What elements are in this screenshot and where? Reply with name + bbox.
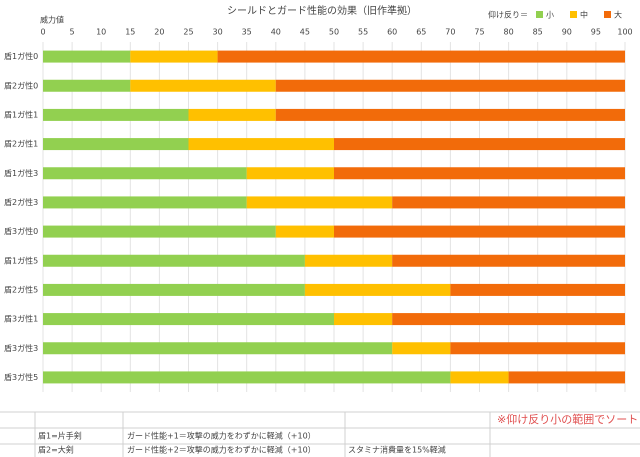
y-tick-label: 盾3ガ性3	[4, 343, 38, 353]
x-tick-label: 20	[154, 28, 164, 37]
bar-segment	[304, 254, 393, 267]
bar-segment	[43, 167, 247, 180]
bar-segment	[392, 313, 625, 326]
bar-segment	[304, 283, 451, 296]
x-tick-label: 85	[533, 28, 543, 37]
x-tick-label: 25	[183, 28, 193, 37]
bar-segment	[246, 196, 393, 209]
sheet-cell: スタミナ消費量を15%軽減	[348, 445, 446, 455]
x-tick-label: 35	[242, 28, 252, 37]
legend-label: 中	[580, 10, 588, 20]
x-tick-label: 50	[329, 28, 339, 37]
bar-segment	[334, 225, 625, 238]
sheet-cell: ガード性能+2＝攻撃の威力をわずかに軽減（+10）	[127, 445, 316, 455]
y-tick-label: 盾3ガ性5	[4, 372, 38, 382]
bar-segment	[43, 254, 305, 267]
legend-swatch	[536, 11, 543, 18]
legend-swatch	[604, 11, 611, 18]
bar-segment	[275, 108, 625, 121]
bar-segment	[43, 79, 131, 92]
y-tick-label: 盾2ガ性0	[4, 80, 38, 90]
x-tick-label: 55	[358, 28, 368, 37]
bar-segment	[392, 342, 451, 355]
bar-segment	[43, 108, 189, 121]
bar-segment	[43, 313, 334, 326]
sheet-cell: 盾1=片手剣	[38, 431, 82, 441]
bar-segment	[188, 138, 334, 151]
bar-segment	[450, 283, 625, 296]
bar-segment	[43, 138, 189, 151]
x-tick-label: 45	[300, 28, 310, 37]
bar-segment	[275, 79, 625, 92]
x-tick-label: 30	[213, 28, 223, 37]
sheet-grid	[0, 411, 640, 457]
y-tick-label: 盾2ガ性5	[4, 284, 38, 294]
x-tick-label: 15	[125, 28, 135, 37]
bar-segment	[43, 342, 393, 355]
y-tick-label: 盾1ガ性5	[4, 255, 38, 265]
x-tick-label: 75	[474, 28, 484, 37]
x-tick-label: 65	[416, 28, 426, 37]
y-tick-label: 盾1ガ性1	[4, 109, 38, 119]
x-tick-label: 60	[387, 28, 397, 37]
x-tick-label: 70	[445, 28, 455, 37]
bar-segment	[130, 79, 276, 92]
bar-segment	[450, 371, 509, 384]
y-tick-label: 盾3ガ性0	[4, 226, 38, 236]
x-tick-label: 40	[271, 28, 281, 37]
sheet-cell: 盾2=大剣	[38, 445, 74, 455]
x-tick-label: 10	[96, 28, 106, 37]
x-tick-label: 95	[591, 28, 601, 37]
legend-title: 仰け反り＝	[488, 10, 528, 20]
bar-segment	[188, 108, 276, 121]
bar-segment	[43, 371, 451, 384]
bar-segment	[275, 225, 334, 238]
x-tick-label: 5	[70, 28, 75, 37]
bar-segment	[43, 283, 305, 296]
legend-swatch	[570, 11, 577, 18]
chart-title: シールドとガード性能の効果（旧作準拠）	[227, 4, 417, 17]
x-tick-label: 0	[40, 28, 45, 37]
y-tick-label: 盾1ガ性3	[4, 168, 38, 178]
bar-segment	[450, 342, 625, 355]
bar-segment	[43, 225, 276, 238]
bar-segment	[43, 50, 131, 63]
y-tick-label: 盾2ガ性1	[4, 139, 38, 149]
bar-segment	[392, 254, 625, 267]
legend-label: 小	[546, 11, 554, 20]
bar-segment	[334, 138, 625, 151]
legend-label: 大	[614, 10, 622, 20]
x-tick-label: 80	[504, 28, 514, 37]
y-tick-label: 盾2ガ性3	[4, 197, 38, 207]
x-tick-label: 100	[617, 28, 632, 37]
bar-segment	[217, 50, 625, 63]
bar-segment	[246, 167, 334, 180]
sheet-cell: ガード性能+1＝攻撃の威力をわずかに軽減（+10）	[127, 431, 316, 441]
y-tick-label: 盾3ガ性1	[4, 314, 38, 324]
bar-segment	[508, 371, 625, 384]
axis-label: 威力値	[40, 15, 64, 25]
bar-segment	[392, 196, 625, 209]
y-tick-label: 盾1ガ性0	[4, 51, 38, 61]
x-tick-label: 90	[562, 28, 572, 37]
bar-segment	[43, 196, 247, 209]
bar-segment	[334, 167, 625, 180]
bar-segment	[334, 313, 393, 326]
bar-segment	[130, 50, 218, 63]
sheet-note: ※仰け反り小の範囲でソート	[497, 412, 638, 426]
